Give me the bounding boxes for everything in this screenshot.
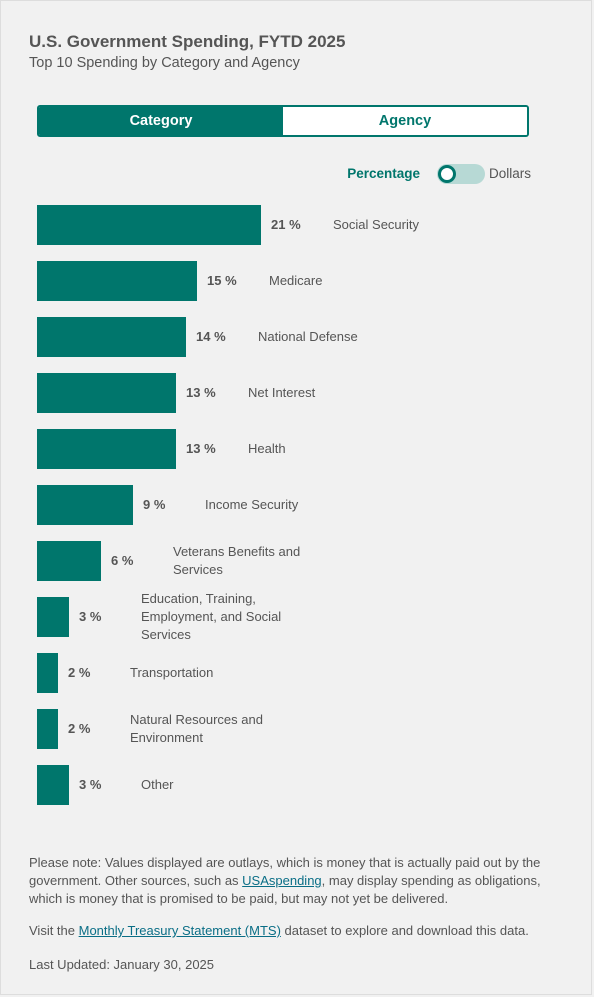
unit-toggle-row: Percentage Dollars (301, 163, 531, 185)
bar-value-label: 9 % (143, 497, 166, 512)
bar-value-label: 2 % (68, 721, 91, 736)
bar-category-label: Veterans Benefits and Services (173, 544, 301, 577)
dollars-label: Dollars (489, 166, 532, 181)
bar[interactable] (37, 429, 176, 469)
bar-value-label: 2 % (68, 665, 91, 680)
bar-row: 3 % Education, Training, Employment, and … (37, 591, 557, 642)
bar-category-label: Net Interest (248, 385, 316, 400)
bar[interactable] (37, 261, 197, 301)
tab-category[interactable]: Category (39, 107, 283, 135)
bar-category-label: Education, Training, Employment, and Soc… (141, 591, 282, 642)
bar-category-label: Social Security (333, 217, 419, 232)
bar-value-label: 14 % (196, 329, 226, 344)
usaspending-link[interactable]: USAspending (242, 873, 322, 888)
bar-category-label: National Defense (258, 329, 358, 344)
bar[interactable] (37, 373, 176, 413)
bar[interactable] (37, 765, 69, 805)
bar[interactable] (37, 485, 133, 525)
tab-agency[interactable]: Agency (283, 107, 527, 135)
bar-value-label: 6 % (111, 553, 134, 568)
bar-category-label: Other (141, 777, 174, 792)
bar-row: 13 % Net Interest (37, 373, 557, 413)
bar-row: 3 % Other (37, 765, 557, 805)
bar-category-label: Natural Resources and Environment (130, 712, 263, 745)
bar[interactable] (37, 205, 261, 245)
visit-note: Visit the Monthly Treasury Statement (MT… (29, 922, 569, 940)
bar-value-label: 3 % (79, 609, 102, 624)
bar-row: 2 % Natural Resources and Environment (37, 709, 557, 749)
percentage-dollars-toggle[interactable] (437, 164, 485, 184)
toggle-knob (438, 165, 456, 183)
bar[interactable] (37, 541, 101, 581)
bar-value-label: 3 % (79, 777, 102, 792)
note-text-suffix: , may display spending as obligations, w… (29, 873, 541, 906)
bar-value-label: 21 % (271, 217, 301, 232)
visit-text-prefix: Visit the (29, 923, 79, 938)
bar-value-label: 13 % (186, 385, 216, 400)
bar-row: 9 % Income Security (37, 485, 557, 525)
note-text-prefix: Please note: Values displayed are outlay… (29, 855, 541, 888)
spending-bar-chart: 21 % Social Security 15 % Medicare 14 % Natio… (1, 197, 594, 817)
last-updated: Last Updated: January 30, 2025 (29, 957, 215, 972)
page-title: U.S. Government Spending, FYTD 2025 (29, 32, 346, 51)
bar-row: 14 % National Defense (37, 317, 557, 357)
bar[interactable] (37, 317, 186, 357)
bar-value-label: 15 % (207, 273, 237, 288)
bar[interactable] (37, 709, 58, 749)
outlays-note: Please note: Values displayed are outlay… (29, 854, 559, 908)
bar-value-label: 13 % (186, 441, 216, 456)
bar-row: 13 % Health (37, 429, 557, 469)
bar-row: 15 % Medicare (37, 261, 557, 301)
bar[interactable] (37, 653, 58, 693)
bar-category-label: Income Security (205, 497, 299, 512)
bar-category-label: Medicare (269, 273, 323, 288)
page-subtitle: Top 10 Spending by Category and Agency (29, 55, 300, 71)
mts-dataset-link[interactable]: Monthly Treasury Statement (MTS) (78, 923, 281, 938)
bar-row: 6 % Veterans Benefits and Services (37, 541, 557, 581)
visit-text-suffix: dataset to explore and download this dat… (280, 923, 529, 938)
bar-category-label: Transportation (130, 665, 214, 680)
bar-category-label: Health (248, 441, 286, 456)
bar[interactable] (37, 597, 69, 637)
percentage-label: Percentage (347, 166, 420, 181)
view-tabs: Category Agency (37, 105, 529, 137)
bar-row: 21 % Social Security (37, 205, 557, 245)
bar-row: 2 % Transportation (37, 653, 557, 693)
